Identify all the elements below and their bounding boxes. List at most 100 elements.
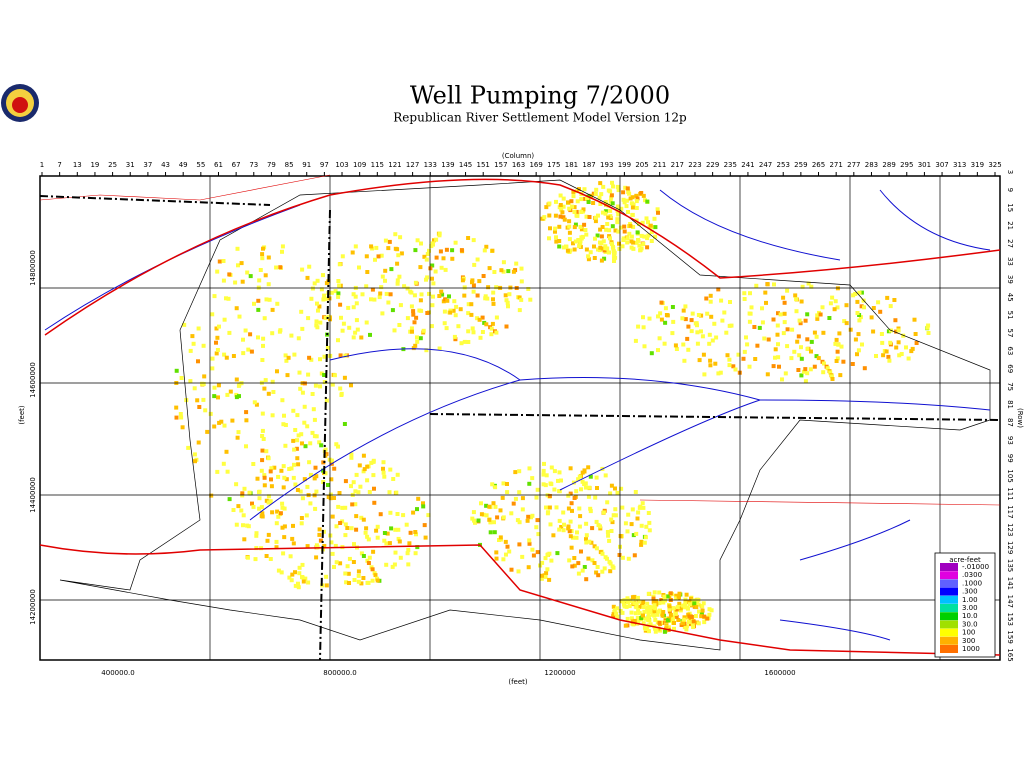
cell bbox=[576, 561, 581, 566]
cell bbox=[197, 405, 202, 409]
cell bbox=[557, 518, 562, 523]
cell bbox=[664, 313, 669, 317]
cell bbox=[668, 612, 673, 617]
cell bbox=[478, 335, 483, 340]
cell bbox=[612, 608, 617, 613]
cell bbox=[605, 556, 609, 561]
cell bbox=[428, 266, 433, 271]
cell bbox=[701, 352, 706, 357]
cell bbox=[482, 320, 487, 325]
cell bbox=[566, 493, 571, 498]
cell bbox=[541, 468, 546, 473]
cell bbox=[369, 297, 373, 302]
column-label: 235 bbox=[724, 161, 737, 169]
cell bbox=[648, 223, 653, 228]
cell bbox=[452, 334, 457, 339]
cell bbox=[674, 596, 679, 601]
cell bbox=[261, 246, 265, 251]
cell bbox=[749, 305, 754, 310]
cell bbox=[324, 398, 329, 403]
cell bbox=[610, 201, 615, 206]
cell bbox=[727, 363, 732, 368]
cell bbox=[566, 200, 571, 205]
cell bbox=[424, 348, 429, 353]
cell bbox=[594, 546, 599, 551]
cell bbox=[254, 531, 259, 536]
cell bbox=[466, 340, 471, 344]
cell bbox=[291, 523, 295, 528]
cell bbox=[593, 495, 598, 500]
cell bbox=[603, 473, 608, 478]
column-label: 229 bbox=[706, 161, 719, 169]
cell bbox=[353, 294, 358, 299]
cell bbox=[242, 486, 247, 491]
cell bbox=[274, 545, 279, 550]
cell bbox=[221, 259, 226, 263]
cell bbox=[681, 617, 686, 622]
cell bbox=[639, 191, 644, 195]
cell bbox=[594, 570, 599, 575]
cell bbox=[800, 284, 805, 289]
cell bbox=[282, 524, 287, 529]
cell bbox=[180, 425, 185, 430]
cell bbox=[215, 269, 220, 274]
cell bbox=[296, 336, 301, 341]
cell bbox=[266, 494, 271, 499]
cell bbox=[182, 322, 187, 327]
cell bbox=[527, 541, 532, 546]
cell bbox=[291, 541, 296, 546]
cell bbox=[356, 573, 361, 578]
cell bbox=[329, 540, 334, 545]
cell bbox=[611, 250, 616, 255]
cell bbox=[299, 516, 304, 520]
column-label: 151 bbox=[477, 161, 490, 169]
cell bbox=[381, 460, 386, 465]
legend-swatch bbox=[940, 612, 958, 621]
cell bbox=[842, 319, 847, 324]
column-label: 193 bbox=[600, 161, 613, 169]
cell bbox=[269, 484, 274, 489]
cell bbox=[542, 461, 546, 466]
cell bbox=[505, 490, 510, 495]
cell bbox=[733, 367, 738, 372]
cell bbox=[388, 467, 393, 472]
cell bbox=[622, 602, 626, 607]
cell bbox=[290, 536, 295, 541]
cell bbox=[430, 241, 435, 246]
column-title: (Column) bbox=[502, 152, 535, 160]
cell bbox=[259, 468, 264, 473]
cell bbox=[803, 367, 808, 372]
cell bbox=[799, 356, 804, 361]
cell bbox=[407, 541, 412, 546]
cell bbox=[442, 321, 447, 326]
cell bbox=[178, 412, 183, 416]
column-label: 85 bbox=[285, 161, 294, 169]
cell bbox=[375, 524, 380, 529]
legend-label: 100 bbox=[962, 629, 975, 637]
cell bbox=[278, 328, 283, 333]
cell bbox=[781, 295, 786, 300]
cell bbox=[366, 580, 371, 585]
cell bbox=[687, 602, 692, 607]
cell bbox=[324, 574, 329, 579]
cell bbox=[401, 513, 406, 518]
cell bbox=[663, 598, 667, 603]
cell bbox=[337, 262, 342, 267]
cell bbox=[241, 513, 246, 518]
cell bbox=[636, 510, 641, 515]
cell bbox=[275, 509, 280, 514]
cell bbox=[396, 253, 401, 258]
cell bbox=[501, 260, 506, 265]
cell bbox=[632, 553, 637, 558]
cell bbox=[634, 199, 639, 204]
cell bbox=[202, 374, 207, 379]
cell bbox=[395, 472, 400, 477]
cell bbox=[487, 266, 492, 271]
cell bbox=[353, 244, 358, 249]
cell bbox=[382, 474, 387, 479]
cell bbox=[450, 248, 455, 253]
cell bbox=[451, 308, 456, 313]
cell bbox=[430, 263, 435, 268]
cell bbox=[323, 471, 328, 476]
cell bbox=[590, 558, 595, 563]
